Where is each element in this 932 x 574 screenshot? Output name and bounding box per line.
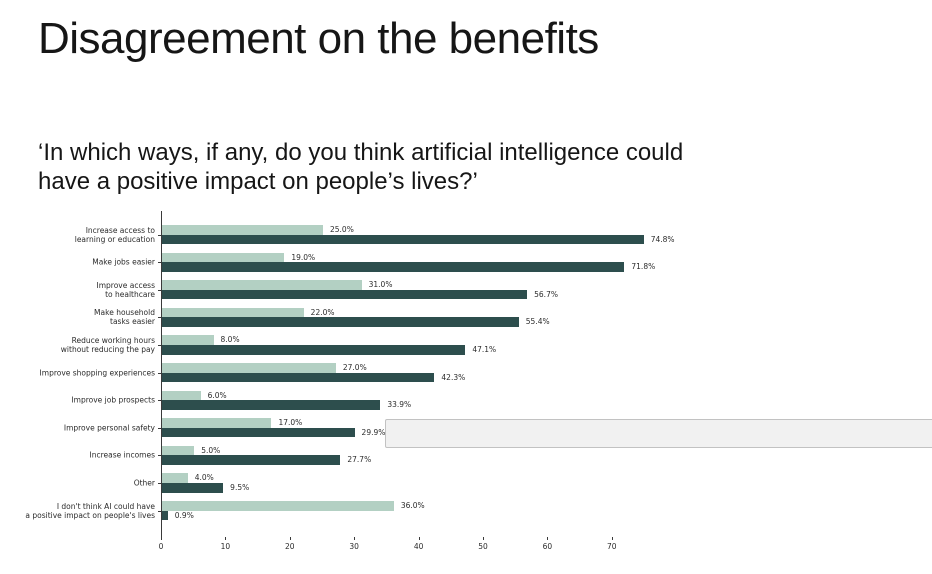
survey-question: ‘In which ways, if any, do you think art… [38, 138, 683, 196]
bar-dark-9 [162, 483, 224, 493]
bar-dark-8 [162, 455, 341, 465]
x-axis-tick [225, 537, 227, 540]
bar-light-10 [162, 501, 394, 511]
bar-light-7 [162, 418, 272, 428]
bar-dark-5 [162, 372, 435, 383]
x-axis-tick-label: 0 [158, 542, 164, 551]
bar-dark-2 [162, 289, 528, 300]
value-label-dark-3: 55.4% [525, 317, 550, 327]
value-label-light-6: 6.0% [207, 390, 227, 400]
x-axis-tick [418, 537, 420, 540]
category-tick [158, 345, 161, 346]
category-label: Improve shopping experiences [39, 368, 155, 378]
bar-dark-3 [162, 317, 519, 327]
value-label-light-0: 25.0% [330, 225, 354, 234]
x-axis-tick-label: 20 [285, 542, 295, 551]
category-tick [158, 455, 161, 457]
value-label-light-1: 19.0% [291, 252, 316, 262]
x-axis-tick-label: 60 [542, 542, 553, 551]
category-tick [158, 483, 161, 484]
bar-light-3 [162, 307, 304, 318]
value-label-dark-6: 33.9% [387, 400, 412, 410]
value-label-dark-5: 42.3% [441, 372, 466, 382]
value-label-light-5: 27.0% [342, 363, 367, 372]
x-axis-tick [483, 537, 484, 540]
category-tick [158, 234, 161, 236]
bar-dark-0 [162, 234, 644, 245]
category-tick [158, 289, 161, 291]
category-tick [158, 510, 161, 512]
category-label: Reduce working hours without reducing the… [60, 336, 155, 354]
x-axis-tick-label: 40 [413, 542, 424, 551]
bar-chart: Increase access to learning or education 2… [0, 211, 932, 561]
category-tick [158, 317, 161, 319]
category-label: Improve job prospects [71, 395, 155, 405]
category-tick [158, 400, 161, 402]
category-label: Other [133, 478, 155, 488]
value-label-light-9: 4.0% [194, 473, 214, 483]
category-label: Increase incomes [89, 450, 155, 460]
category-label: I don't think AI could have a positive im… [25, 501, 155, 520]
x-axis-tick-label: 70 [607, 542, 617, 551]
bar-dark-10 [162, 510, 168, 521]
y-axis-line [161, 211, 162, 537]
page-title: Disagreement on the benefits [38, 14, 599, 63]
category-label: Improve access to healthcare [96, 280, 156, 299]
category-tick [158, 427, 161, 429]
bar-light-0 [162, 225, 323, 235]
x-axis-tick [161, 537, 162, 540]
category-label: Improve personal safety [63, 423, 155, 433]
value-label-dark-7: 29.9% [361, 427, 386, 437]
value-label-dark-4: 47.1% [472, 345, 497, 354]
x-axis-tick-label: 50 [478, 542, 488, 551]
category-tick [158, 262, 161, 264]
value-label-dark-10: 0.9% [174, 510, 194, 520]
value-label-dark-1: 71.8% [631, 262, 656, 272]
bar-dark-7 [162, 427, 355, 438]
x-axis-tick-label: 30 [349, 542, 359, 551]
bar-dark-6 [162, 400, 381, 410]
x-axis-tick-label: 10 [220, 542, 231, 551]
value-label-light-8: 5.0% [201, 445, 221, 455]
bar-dark-1 [162, 262, 625, 272]
bar-light-8 [162, 445, 195, 456]
value-label-dark-0: 74.8% [650, 234, 675, 244]
survey-question-line2: have a positive impact on people’s lives… [38, 168, 478, 195]
value-label-light-2: 31.0% [368, 280, 393, 290]
bar-light-1 [162, 252, 285, 263]
category-tick [158, 372, 161, 374]
x-axis-tick [354, 537, 356, 540]
value-label-light-4: 8.0% [220, 335, 240, 345]
value-label-dark-8: 27.7% [347, 455, 372, 465]
bar-light-6 [162, 390, 201, 401]
value-label-dark-9: 9.5% [230, 483, 250, 492]
overlay-box [385, 419, 932, 448]
bar-light-9 [162, 473, 188, 483]
survey-question-line1: ‘In which ways, if any, do you think art… [38, 139, 684, 166]
category-label: Increase access to learning or education [74, 225, 155, 244]
bar-dark-4 [162, 345, 466, 355]
bar-light-2 [162, 280, 362, 290]
bar-light-4 [162, 335, 214, 345]
value-label-light-3: 22.0% [310, 307, 335, 317]
category-label: Make jobs easier [92, 257, 155, 267]
value-label-light-10: 36.0% [400, 501, 425, 510]
x-axis-tick [289, 537, 291, 540]
x-axis-tick [611, 537, 613, 540]
value-label-dark-2: 56.7% [534, 289, 558, 299]
x-axis-tick [547, 537, 549, 540]
value-label-light-7: 17.0% [278, 418, 303, 428]
bar-light-5 [162, 363, 336, 373]
category-label: Make household tasks easier [94, 308, 155, 327]
